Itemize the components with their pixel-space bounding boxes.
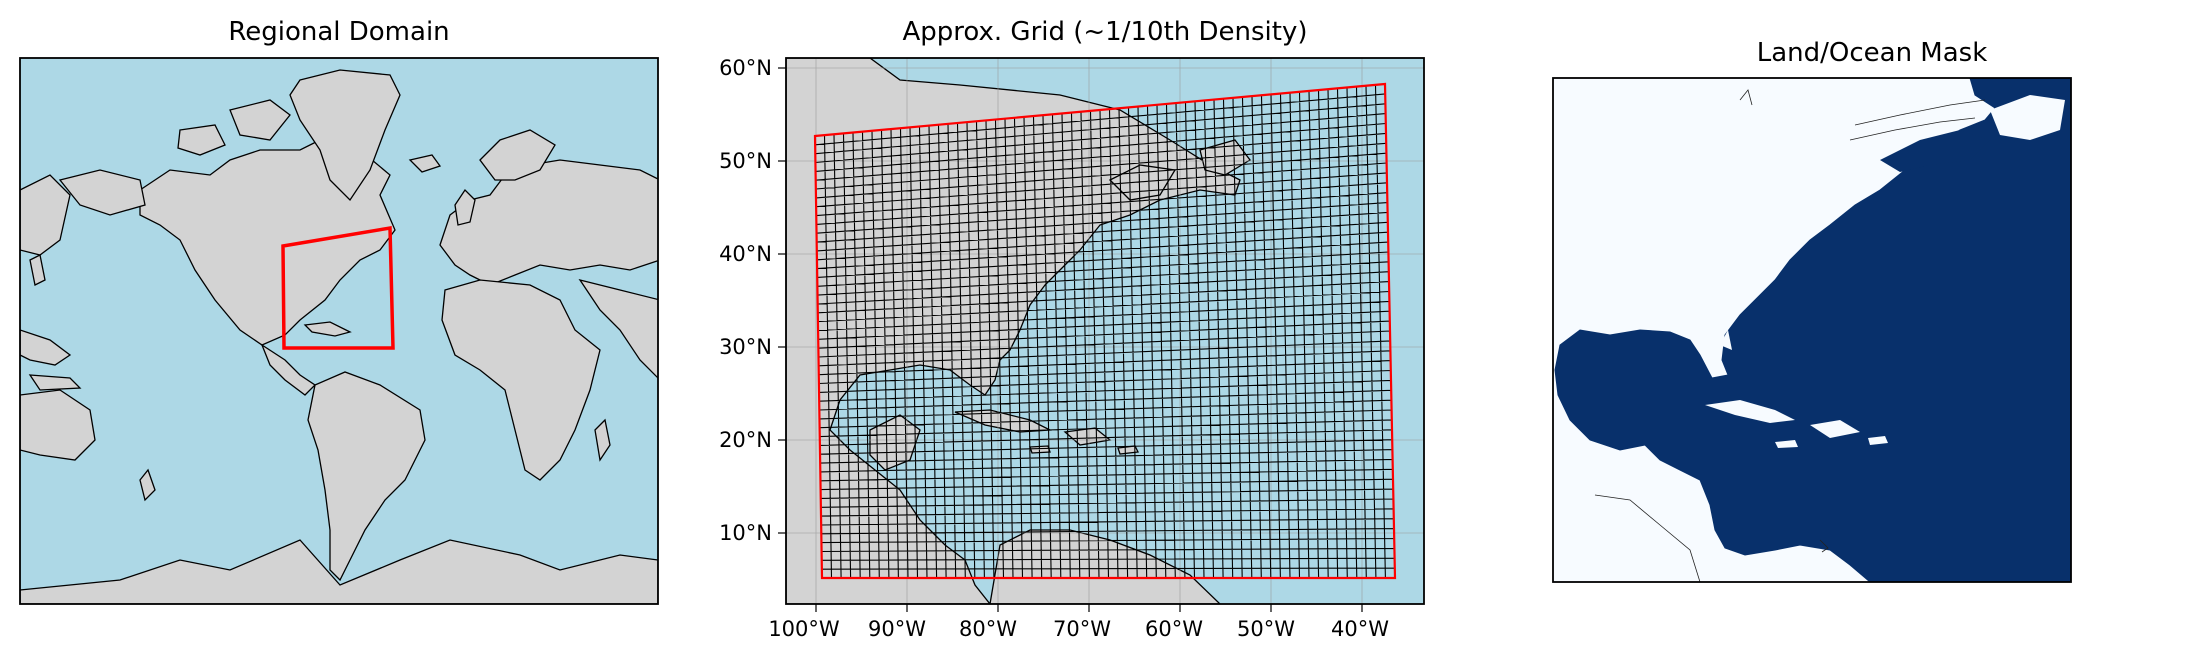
domain-outline <box>813 82 1397 580</box>
lon-tick-label: 90°W <box>868 617 926 641</box>
mask-coastlines <box>1594 89 1986 582</box>
lon-tick-label: 40°W <box>1331 617 1389 641</box>
lon-tick-label: 80°W <box>959 617 1017 641</box>
world-land <box>20 69 658 604</box>
longitude-axis: 100°W 90°W 80°W 70°W 60°W 50°W 40°W <box>768 604 1389 641</box>
map-frame <box>785 57 1425 605</box>
regional-land <box>786 58 1251 604</box>
lat-tick-label: 50°N <box>719 149 772 173</box>
lat-tick-label: 30°N <box>719 335 772 359</box>
map-frame <box>19 57 659 605</box>
panel-approx-grid: Approx. Grid (~1/10th Density) <box>719 17 1425 641</box>
panel-title: Approx. Grid (~1/10th Density) <box>902 17 1307 47</box>
lat-tick-label: 10°N <box>719 521 772 545</box>
panel-land-ocean-mask: Land/Ocean Mask <box>1552 38 2072 583</box>
domain-outline <box>281 225 395 350</box>
lon-tick-label: 60°W <box>1145 617 1203 641</box>
mask-islands <box>1705 95 2065 448</box>
lat-tick-label: 40°N <box>719 242 772 266</box>
latitude-axis: 60°N 50°N 40°N 30°N 20°N 10°N <box>719 56 786 545</box>
lat-tick-label: 20°N <box>719 428 772 452</box>
lon-tick-label: 100°W <box>768 617 840 641</box>
mask-ocean <box>1554 78 2071 582</box>
lon-tick-label: 50°W <box>1237 617 1295 641</box>
map-frame <box>1552 77 2072 583</box>
panel-title: Land/Ocean Mask <box>1757 38 1988 68</box>
lat-tick-label: 60°N <box>719 56 772 80</box>
lon-tick-label: 70°W <box>1053 617 1111 641</box>
panel-regional-domain: Regional Domain <box>19 17 659 605</box>
panel-title: Regional Domain <box>228 17 449 47</box>
